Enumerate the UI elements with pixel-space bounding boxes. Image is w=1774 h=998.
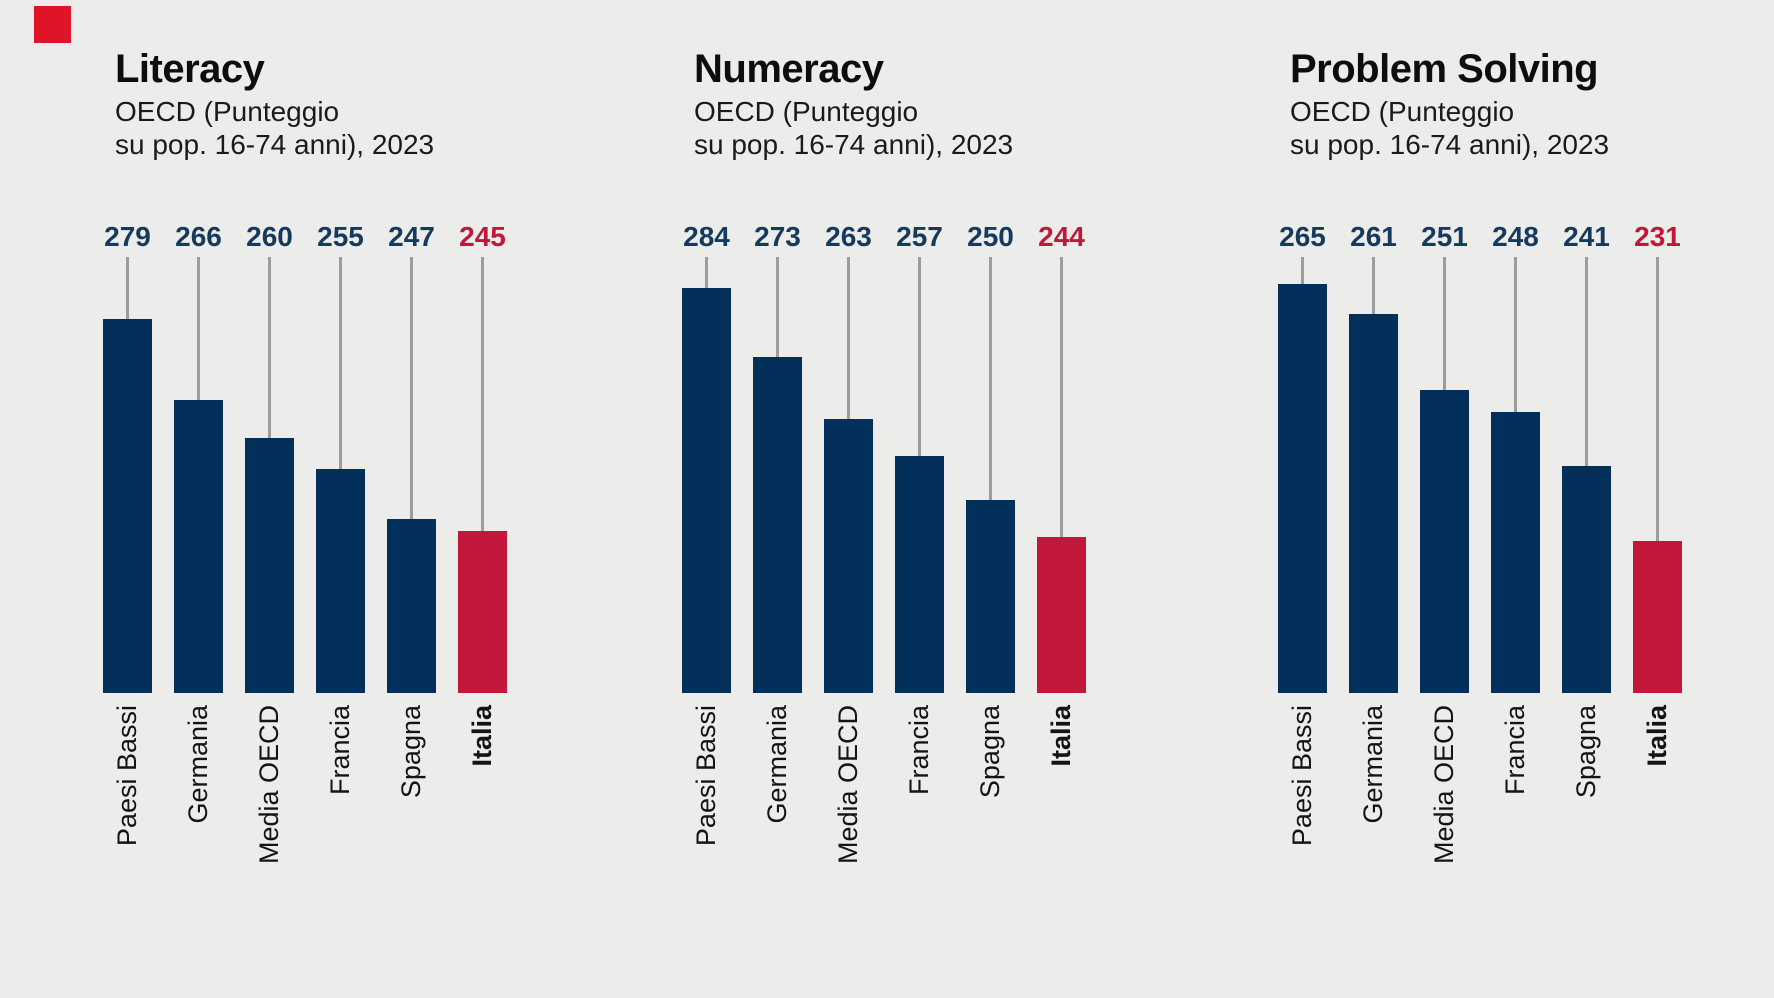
chart-subtitle-line2: su pop. 16-74 anni), 2023: [1290, 129, 1610, 160]
bar: [174, 400, 223, 693]
category-label: Spagna: [1571, 705, 1601, 799]
connector-line: [918, 257, 921, 456]
value-label: 260: [246, 221, 293, 252]
value-label: 241: [1563, 221, 1610, 252]
chart-header: Literacy OECD (Punteggio su pop. 16-74 a…: [115, 48, 434, 161]
chart-literacy: Literacy OECD (Punteggio su pop. 16-74 a…: [103, 0, 533, 998]
bar: [753, 357, 802, 693]
category-label: Germania: [1358, 705, 1388, 824]
category-label: Italia: [467, 705, 497, 767]
bar: [1562, 466, 1611, 693]
category-label: Media OECD: [1429, 705, 1459, 865]
category-label: Media OECD: [254, 705, 284, 865]
value-label: 248: [1492, 221, 1539, 252]
category-label: Paesi Bassi: [1287, 705, 1317, 847]
chart-subtitle-line2: su pop. 16-74 anni), 2023: [694, 129, 1014, 160]
category-label: Francia: [904, 705, 934, 796]
value-label: 255: [317, 221, 364, 252]
value-label-highlight: 244: [1038, 221, 1085, 252]
category-label: Paesi Bassi: [691, 705, 721, 847]
category-label: Spagna: [975, 705, 1005, 799]
connector-line: [776, 257, 779, 357]
category-label: Francia: [1500, 705, 1530, 796]
bar: [1420, 390, 1469, 693]
connector-line: [1443, 257, 1446, 390]
value-label: 261: [1350, 221, 1397, 252]
category-label: Spagna: [396, 705, 426, 799]
bar: [387, 519, 436, 693]
connector-line: [1585, 257, 1588, 466]
connector-line: [126, 257, 129, 319]
category-label: Italia: [1642, 705, 1672, 767]
value-label: 266: [175, 221, 222, 252]
chart-title: Problem Solving: [1290, 47, 1599, 91]
chart-subtitle-line2: su pop. 16-74 anni), 2023: [115, 129, 435, 160]
bar: [316, 469, 365, 693]
bar: [245, 438, 294, 693]
connector-line: [705, 257, 708, 288]
chart-numeracy: Numeracy OECD (Punteggio su pop. 16-74 a…: [682, 0, 1112, 998]
bar: [1349, 314, 1398, 693]
category-label: Germania: [183, 705, 213, 824]
chart-subtitle: OECD (Punteggio su pop. 16-74 anni), 202…: [1290, 95, 1609, 161]
value-label: 250: [967, 221, 1014, 252]
connector-line: [1372, 257, 1375, 314]
value-label: 247: [388, 221, 435, 252]
chart-subtitle-line1: OECD (Punteggio: [1290, 96, 1515, 127]
value-label-highlight: 231: [1634, 221, 1681, 252]
chart-subtitle-line1: OECD (Punteggio: [694, 96, 919, 127]
bar: [966, 500, 1015, 693]
connector-line: [989, 257, 992, 500]
connector-line: [1656, 257, 1659, 541]
category-label: Francia: [325, 705, 355, 796]
connector-line: [1301, 257, 1304, 284]
category-label: Paesi Bassi: [112, 705, 142, 847]
bar: [895, 456, 944, 693]
bar: [1491, 412, 1540, 693]
bar: [1278, 284, 1327, 693]
category-label: Media OECD: [833, 705, 863, 865]
chart-subtitle-line1: OECD (Punteggio: [115, 96, 340, 127]
chart-subtitle: OECD (Punteggio su pop. 16-74 anni), 202…: [115, 95, 434, 161]
bar-highlight-italia: [458, 531, 507, 693]
connector-line: [1514, 257, 1517, 412]
category-label: Italia: [1046, 705, 1076, 767]
chart-header: Numeracy OECD (Punteggio su pop. 16-74 a…: [694, 48, 1013, 161]
bar: [103, 319, 152, 693]
chart-title: Literacy: [115, 47, 265, 91]
connector-line: [339, 257, 342, 469]
chart-problem-solving: Problem Solving OECD (Punteggio su pop. …: [1278, 0, 1708, 998]
value-label: 257: [896, 221, 943, 252]
chart-subtitle: OECD (Punteggio su pop. 16-74 anni), 202…: [694, 95, 1013, 161]
value-label: 251: [1421, 221, 1468, 252]
category-label: Germania: [762, 705, 792, 824]
value-label: 263: [825, 221, 872, 252]
value-label: 265: [1279, 221, 1326, 252]
bar: [824, 419, 873, 693]
connector-line: [481, 257, 484, 531]
chart-header: Problem Solving OECD (Punteggio su pop. …: [1290, 48, 1609, 161]
bar: [682, 288, 731, 693]
bar-highlight-italia: [1037, 537, 1086, 693]
value-label-highlight: 245: [459, 221, 506, 252]
connector-line: [410, 257, 413, 519]
chart-title: Numeracy: [694, 47, 884, 91]
value-label: 279: [104, 221, 151, 252]
value-label: 273: [754, 221, 801, 252]
connector-line: [847, 257, 850, 419]
brand-red-square-mark: [34, 6, 71, 43]
connector-line: [197, 257, 200, 400]
connector-line: [1060, 257, 1063, 537]
bar-highlight-italia: [1633, 541, 1682, 693]
connector-line: [268, 257, 271, 438]
value-label: 284: [683, 221, 730, 252]
